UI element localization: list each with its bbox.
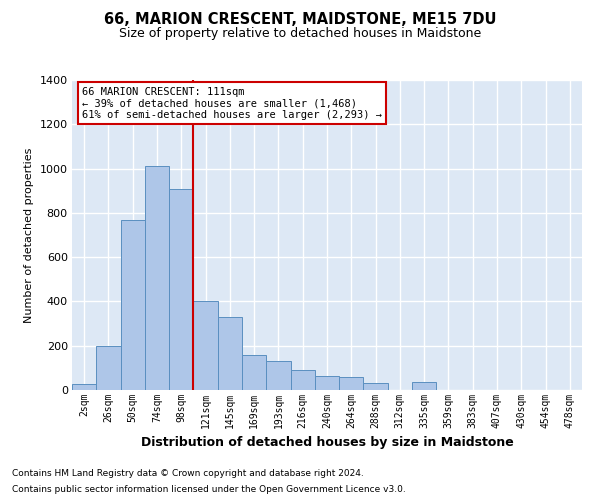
Bar (72, 384, 96, 390)
Bar (290, 370, 315, 390)
Bar (412, 382, 436, 390)
Bar (145, 166, 169, 390)
Bar (96, 346, 121, 390)
Bar (121, 220, 145, 390)
Text: Size of property relative to detached houses in Maidstone: Size of property relative to detached ho… (119, 28, 481, 40)
Text: Contains HM Land Registry data © Crown copyright and database right 2024.: Contains HM Land Registry data © Crown c… (12, 468, 364, 477)
Bar (266, 361, 290, 390)
Text: 66 MARION CRESCENT: 111sqm
← 39% of detached houses are smaller (1,468)
61% of s: 66 MARION CRESCENT: 111sqm ← 39% of deta… (82, 86, 382, 120)
Bar (339, 376, 364, 390)
Text: 66, MARION CRESCENT, MAIDSTONE, ME15 7DU: 66, MARION CRESCENT, MAIDSTONE, ME15 7DU (104, 12, 496, 28)
Bar (193, 302, 218, 390)
Bar (315, 376, 339, 390)
Bar (169, 188, 193, 390)
Bar (364, 384, 388, 390)
X-axis label: Distribution of detached houses by size in Maidstone: Distribution of detached houses by size … (140, 436, 514, 450)
Y-axis label: Number of detached properties: Number of detached properties (24, 148, 34, 322)
Bar (242, 354, 266, 390)
Text: Contains public sector information licensed under the Open Government Licence v3: Contains public sector information licen… (12, 485, 406, 494)
Bar (218, 317, 242, 390)
